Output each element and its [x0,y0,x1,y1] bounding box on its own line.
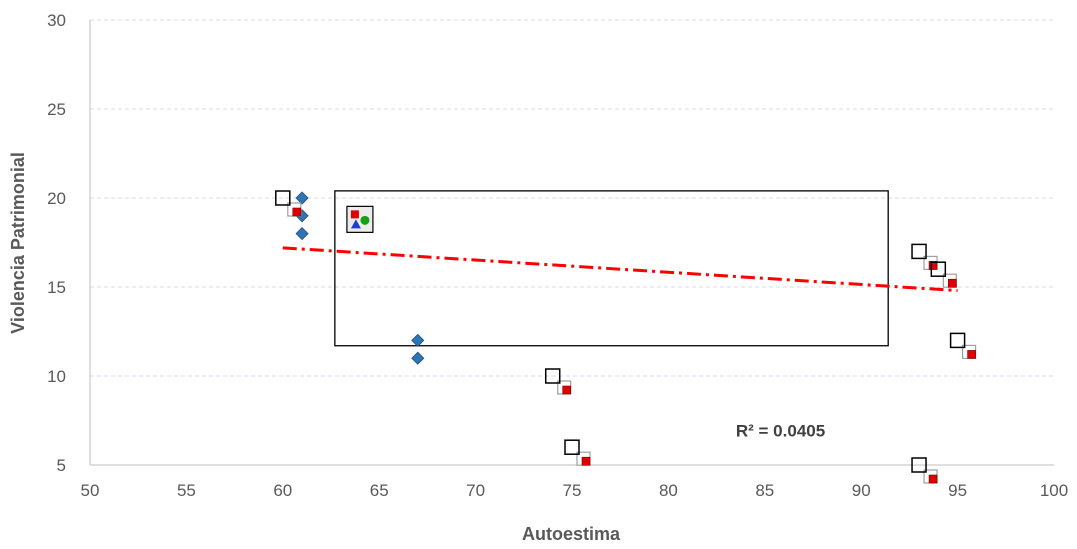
square-point-fill [967,350,976,359]
y-tick-label: 15 [47,278,66,297]
square-point-outline [930,261,947,277]
diamond-point [295,227,309,241]
icon-red-square [350,210,359,219]
x-tick-label: 100 [1040,481,1068,500]
square-point-outline [949,332,966,349]
highlight-box-layer [334,190,889,347]
square-point-outline [911,243,927,260]
square-point [275,190,302,217]
x-tick-label: 75 [563,481,582,500]
x-axis-title: Autoestima [522,524,621,544]
gridlines [90,19,1054,377]
y-tick-label: 20 [47,189,66,208]
plot-area [89,20,1054,466]
square-point-fill [562,385,572,395]
square-point-fill [928,261,938,270]
points-layer [275,190,977,484]
x-tick-label: 65 [370,481,389,500]
x-tick-label: 60 [273,481,292,500]
chart-picture-icon [346,205,374,233]
diamond-point [411,351,425,365]
square-point [911,457,938,484]
x-axis-ticks: 50 55 60 65 70 75 80 85 90 95 100 [81,481,1069,500]
square-point [544,368,572,395]
x-tick-label: 85 [755,481,774,500]
x-tick-label: 90 [852,481,871,500]
r-squared-label: R² = 0.0405 [736,422,825,441]
x-tick-label: 70 [466,481,485,500]
square-point [930,261,957,288]
icon-layer [346,205,374,233]
square-point-fill [581,456,591,466]
square-point-fill [948,278,957,288]
x-tick-label: 50 [81,481,100,500]
icon-green-circle [360,215,370,225]
trendline-layer [282,246,958,293]
square-point [911,243,938,270]
square-point-fill [928,474,938,484]
x-tick-label: 55 [177,481,196,500]
x-tick-label: 95 [948,481,967,500]
square-point-outline [911,457,927,473]
square-point-fill [292,207,302,217]
square-point-outline [544,368,561,384]
y-axis-title: Violencia Patrimonial [8,152,28,334]
y-tick-label: 30 [47,11,66,30]
y-axis-ticks: 5 10 15 20 25 30 [47,11,66,475]
diamond-point [411,333,425,347]
square-point [564,439,591,466]
icon-blue-triangle [350,219,361,229]
y-tick-label: 10 [47,367,66,386]
trendline [282,246,958,293]
square-point-outline [564,439,580,455]
square-point [949,332,977,359]
diamond-point [295,191,309,205]
y-tick-label: 25 [47,100,66,119]
square-point-outline [275,190,291,206]
y-tick-label: 5 [57,456,66,475]
highlight-box [334,190,889,347]
x-tick-label: 80 [659,481,678,500]
